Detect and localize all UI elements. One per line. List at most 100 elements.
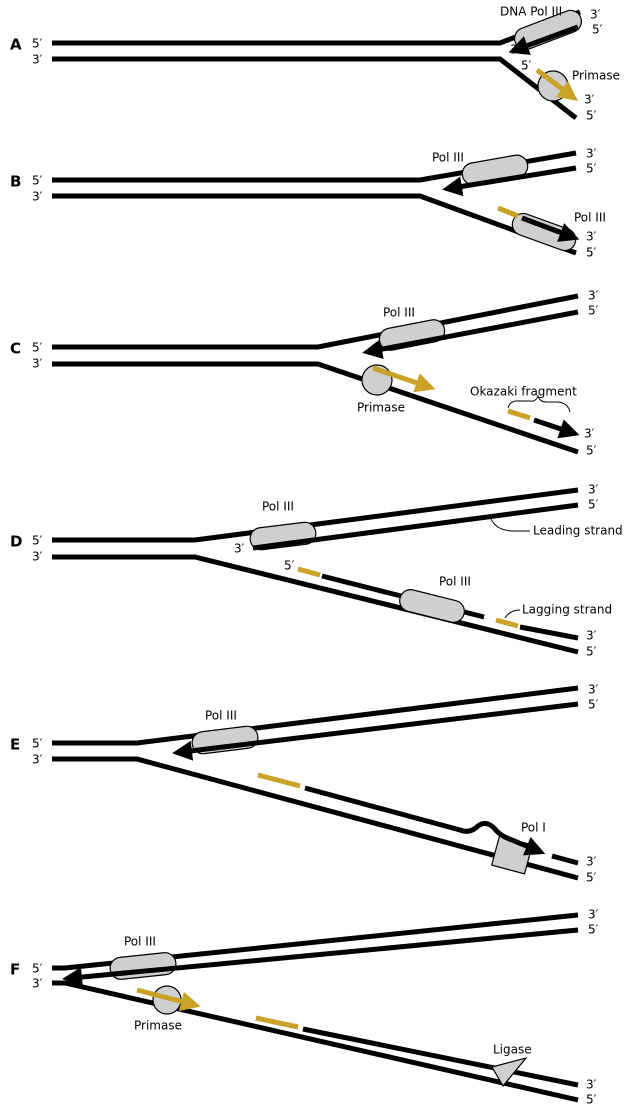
- panel-e: E 5′ 3′ Pol III 3′ 5′ Pol I 3′ 5′: [10, 683, 599, 885]
- strand-end: 5′: [586, 645, 597, 659]
- strand-end: 3′: [32, 357, 43, 371]
- enzyme-label: Pol III: [205, 709, 237, 723]
- enzyme-label: Pol III: [262, 500, 294, 514]
- pol-iii: [109, 952, 177, 980]
- strand-end: 5′: [586, 162, 597, 176]
- strand-end: 5′: [586, 444, 597, 458]
- lagging-strand: [519, 624, 579, 641]
- strand-end: 3′: [584, 427, 595, 441]
- enzyme-label: Primase: [357, 401, 405, 415]
- primer: [297, 566, 321, 578]
- strand-end: 5′: [588, 304, 599, 318]
- strand-end: 5′: [32, 341, 43, 355]
- strand-end: 3′: [590, 8, 601, 22]
- leading-strand: [172, 701, 579, 761]
- enzyme-label: Pol I: [521, 821, 546, 835]
- enzyme-label: Pol III: [383, 306, 415, 320]
- strand-end: 3′: [588, 683, 599, 697]
- strand-end: 3′: [234, 542, 245, 556]
- strand-end: 5′: [588, 498, 599, 512]
- okazaki-fragment: [533, 417, 580, 439]
- panel-label: F: [10, 961, 20, 979]
- strand-end: 5′: [32, 174, 43, 188]
- primer: [255, 1015, 299, 1030]
- parental-strand: [52, 980, 579, 1103]
- strand-end: 3′: [32, 550, 43, 564]
- lagging-strand: [302, 1026, 579, 1088]
- strand-end: 3′: [32, 753, 43, 767]
- annotation: Leading strand: [533, 524, 623, 538]
- strand-end: 5′: [521, 59, 532, 73]
- okazaki-fragment: [551, 853, 579, 866]
- leading-strand: [362, 309, 579, 359]
- leading-strand: [62, 927, 579, 988]
- parental-strand: [52, 685, 579, 746]
- enzyme-label: Pol III: [432, 151, 464, 165]
- parental-strand: [52, 756, 579, 881]
- strand-end: 3′: [588, 483, 599, 497]
- strand-end: 3′: [586, 147, 597, 161]
- panel-f: F 5′ 3′ Pol III 3′ 5′ Primase Ligase 3′ …: [10, 908, 599, 1107]
- panel-c: C 5′ 3′ Pol III 3′ 5′ Primase Okazaki fr…: [10, 289, 599, 458]
- panel-label: B: [10, 173, 21, 191]
- lagging-strand: [304, 785, 546, 856]
- strand-end: 5′: [284, 559, 295, 573]
- annotation: Lagging strand: [522, 603, 612, 617]
- parental-strand: [52, 361, 579, 455]
- strand-end: 5′: [32, 37, 43, 51]
- primer: [497, 205, 519, 219]
- ligase: [491, 1056, 528, 1088]
- strand-end: 3′: [588, 289, 599, 303]
- leading-strand: [252, 502, 579, 551]
- strand-end: 5′: [586, 109, 597, 123]
- leading-strand: [442, 165, 577, 197]
- strand-end: 5′: [32, 737, 43, 751]
- panel-d: D 5′ 3′ Pol III 3′ 3′ 5′ Leading strand …: [10, 483, 623, 659]
- strand-end: 5′: [32, 534, 43, 548]
- strand-end: 3′: [586, 855, 597, 869]
- leader-line: [504, 609, 521, 619]
- primer: [136, 987, 201, 1012]
- strand-end: 3′: [584, 93, 595, 107]
- panel-a: A 5′ 3′ DNA Pol III 3′ 5′ 3′ 5′ Primase …: [10, 5, 620, 123]
- annotation: Okazaki fragment: [470, 385, 577, 399]
- panel-b: B 5′ 3′ Pol III 3′ 5′ Pol III 3′ 5′: [10, 147, 606, 260]
- primer: [535, 68, 578, 102]
- strand-end: 3′: [586, 629, 597, 643]
- strand-end: 5′: [586, 246, 597, 260]
- strand-end: 3′: [510, 43, 521, 57]
- primer: [257, 772, 301, 789]
- strand-end: 3′: [586, 230, 597, 244]
- strand-end: 5′: [586, 1093, 597, 1107]
- strand-end: 3′: [588, 908, 599, 922]
- pol-iii: [511, 212, 577, 252]
- parental-strand: [52, 487, 579, 543]
- enzyme-label: Pol III: [124, 935, 156, 949]
- primer: [507, 408, 531, 421]
- strand-end: 5′: [588, 923, 599, 937]
- brace: [507, 394, 571, 413]
- strand-end: 5′: [592, 23, 603, 37]
- strand-end: 3′: [586, 1078, 597, 1092]
- enzyme-label: Ligase: [493, 1043, 532, 1057]
- enzyme-label: Primase: [134, 1019, 182, 1033]
- pol-iii: [399, 589, 465, 623]
- strand-end: 5′: [588, 698, 599, 712]
- leader-line: [489, 515, 530, 532]
- primer: [372, 365, 436, 393]
- strand-end: 5′: [32, 962, 43, 976]
- parental-strand: [52, 293, 579, 350]
- leading-strand: [508, 24, 579, 55]
- okazaki-fragment: [521, 215, 580, 242]
- panel-label: D: [10, 533, 22, 551]
- strand-end: 3′: [32, 977, 43, 991]
- strand-end: 3′: [32, 190, 43, 204]
- enzyme-label: Pol III: [439, 575, 471, 589]
- parental-strand: [52, 56, 578, 120]
- panel-label: A: [10, 36, 22, 54]
- strand-end: 3′: [32, 53, 43, 67]
- parental-strand: [52, 193, 577, 256]
- enzyme-label: Primase: [572, 69, 620, 83]
- primer: [495, 617, 519, 629]
- strand-end: 5′: [586, 871, 597, 885]
